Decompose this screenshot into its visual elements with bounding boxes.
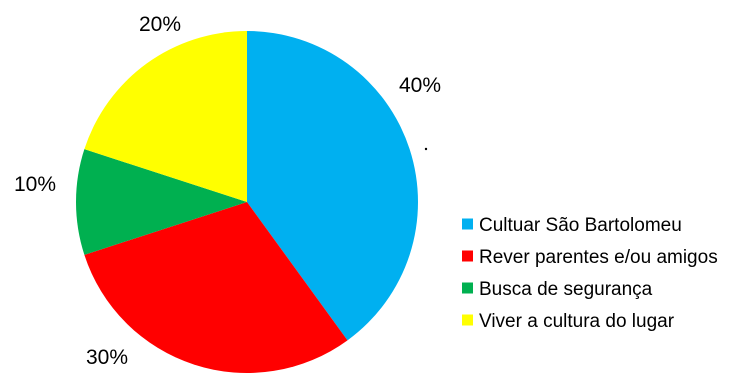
legend-label-viver-a-cultura-do-lugar: Viver a cultura do lugar (479, 311, 675, 332)
pie-label-viver-a-cultura-do-lugar: 20% (139, 13, 181, 36)
legend-swatch-cultuar-sao-bartolomeu (462, 218, 473, 230)
legend-label-cultuar-sao-bartolomeu: Cultuar São Bartolomeu (479, 215, 682, 236)
pie-percentage-labels: 40% 30% 10% 20% (14, 13, 441, 369)
pie-slice-cultuar-sao-bartolomeu (247, 31, 418, 341)
legend-swatch-busca-de-seguranca (462, 282, 473, 294)
pie-slice-busca-de-seguranca (76, 149, 248, 255)
legend-label-busca-de-seguranca: Busca de segurança (479, 279, 653, 300)
legend-label-rever-parentes-e-ou-amigos: Rever parentes e/ou amigos (479, 247, 718, 268)
legend-swatch-viver-a-cultura-do-lugar (462, 314, 473, 326)
legend-swatch-rever-parentes-e-ou-amigos (462, 250, 473, 262)
pie-slices (76, 31, 418, 373)
stray-dot (424, 147, 428, 151)
pie-label-busca-de-seguranca: 10% (14, 173, 56, 196)
pie-label-rever-parentes-e-ou-amigos: 30% (86, 346, 128, 369)
pie-slice-viver-a-cultura-do-lugar (84, 31, 248, 202)
pie-slice-rever-parentes-e-ou-amigos (84, 202, 348, 373)
legend: Cultuar São Bartolomeu Rever parentes e/o… (462, 215, 718, 332)
pie-label-cultuar-sao-bartolomeu: 40% (399, 74, 441, 97)
